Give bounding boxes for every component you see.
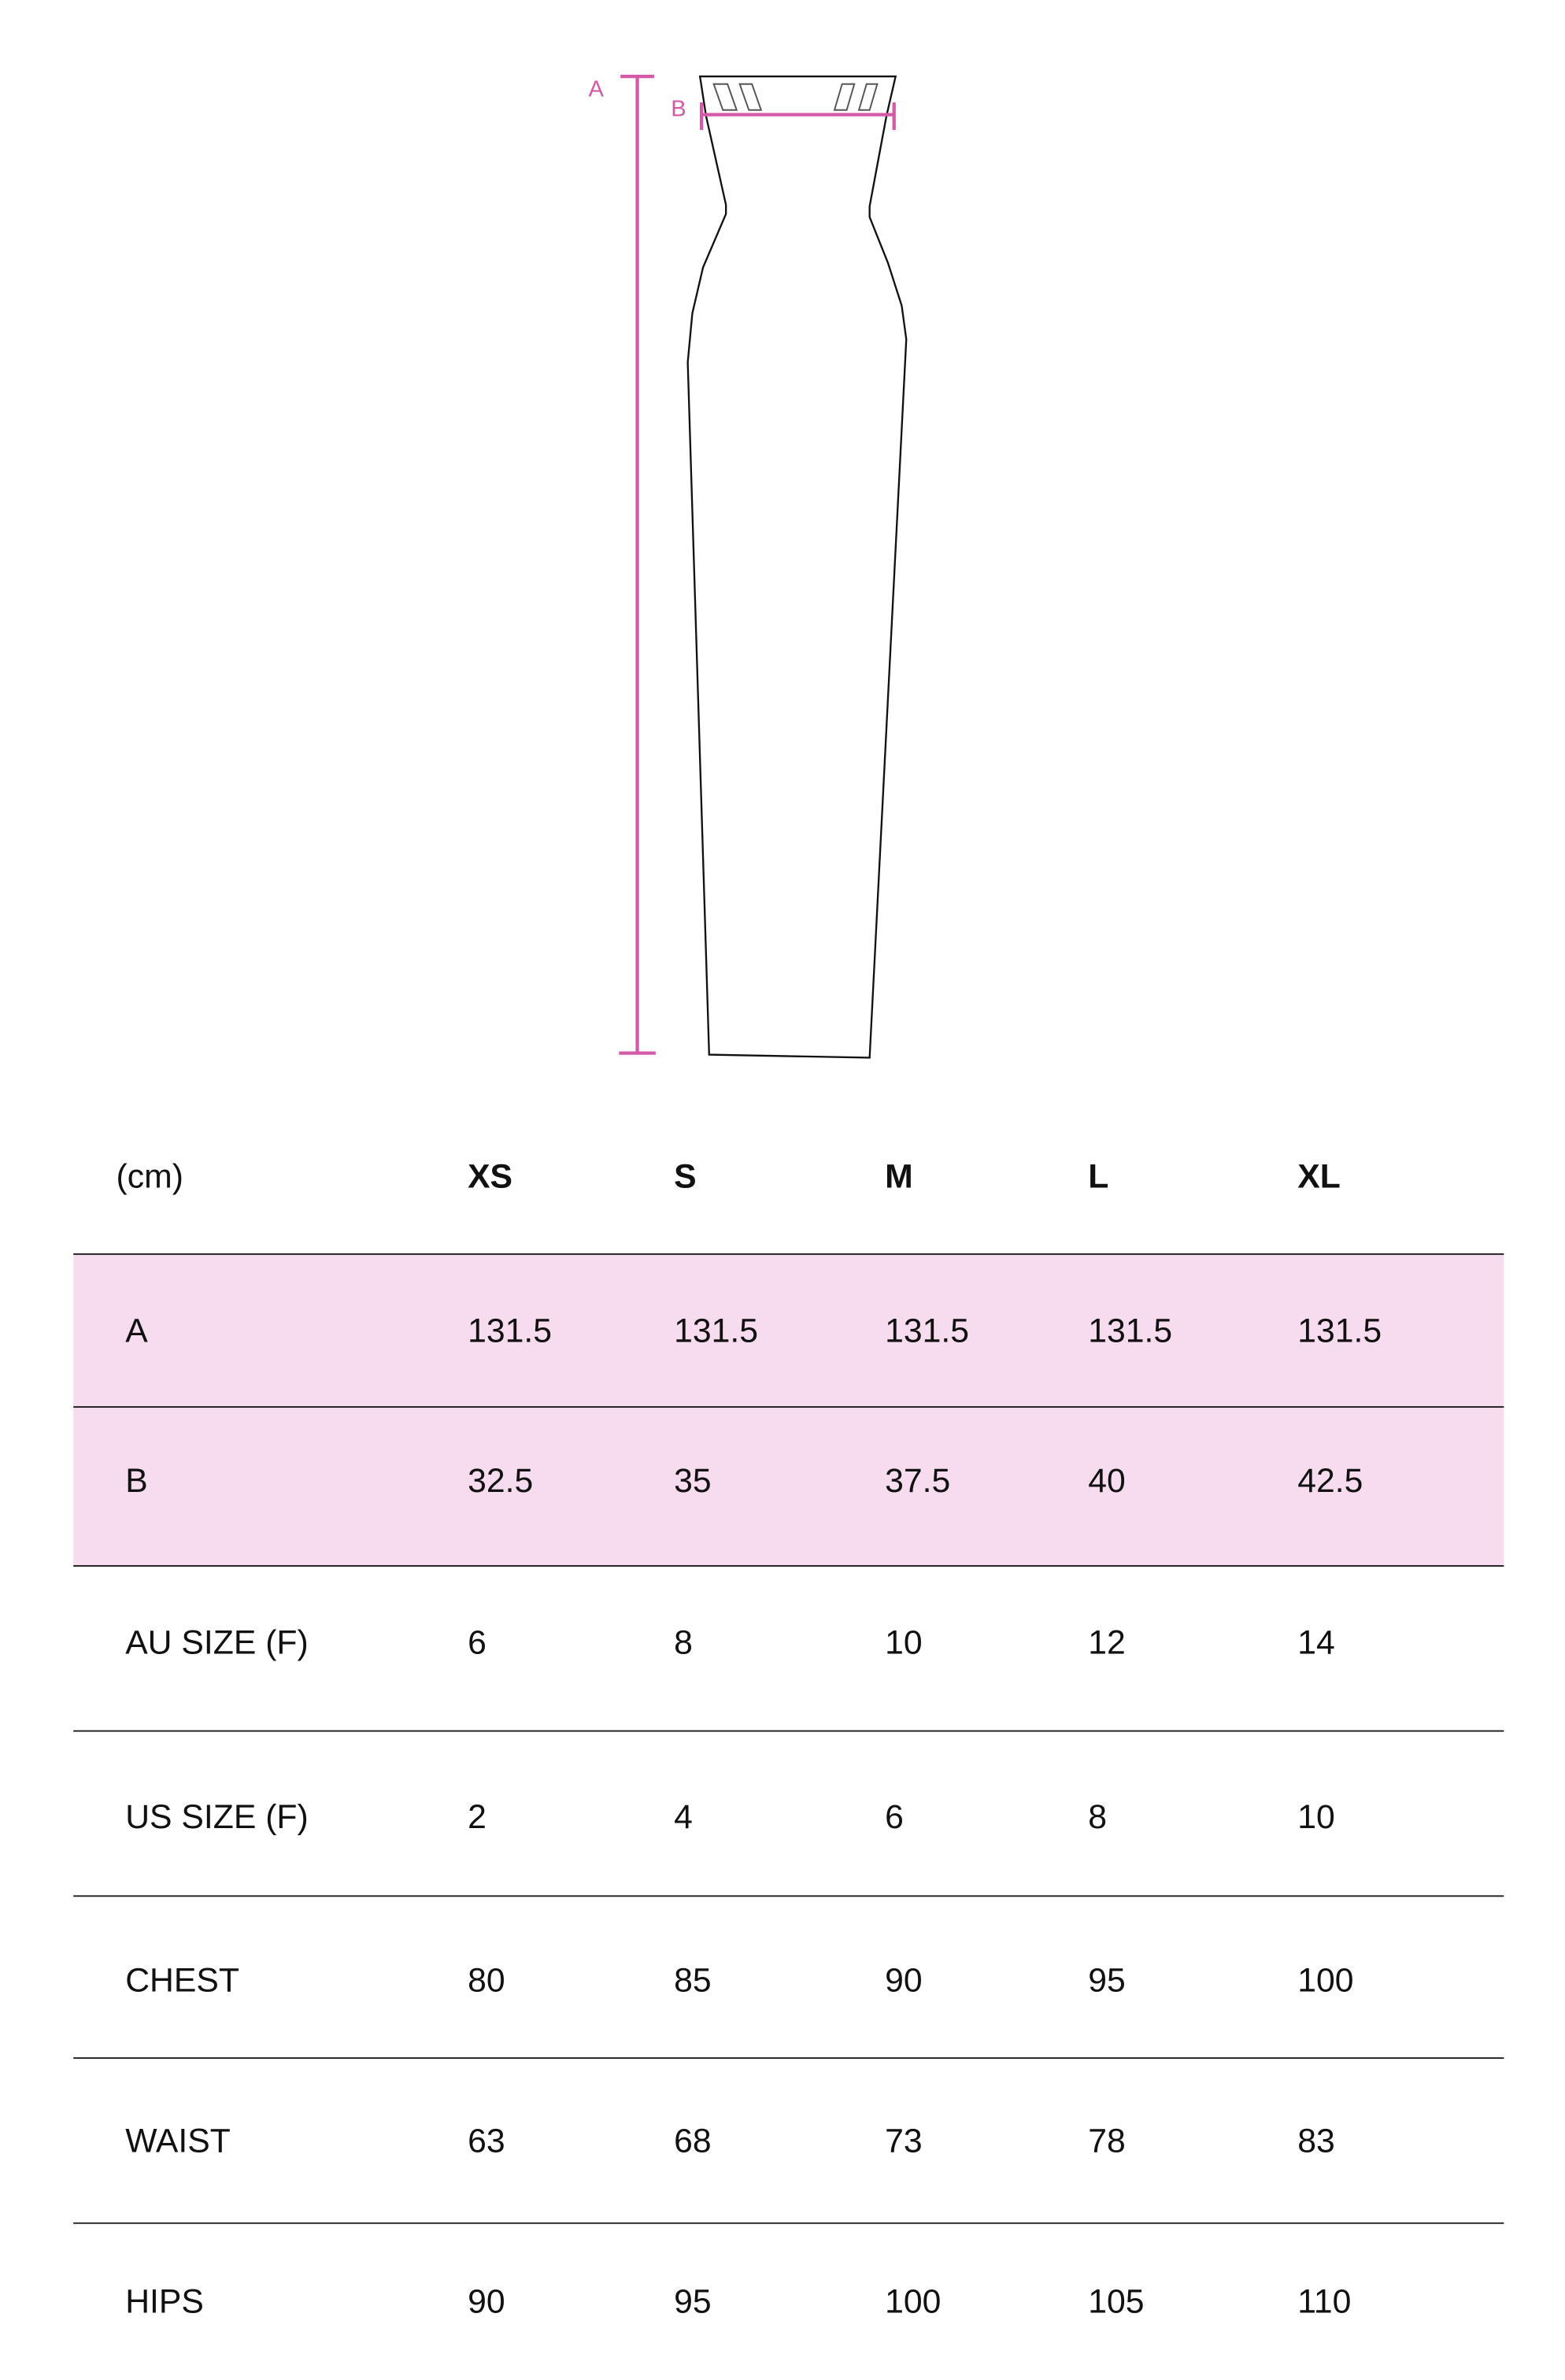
row-value: 131.5 — [885, 1311, 969, 1350]
table-row: US SIZE (F) 2 4 6 8 10 — [73, 1730, 1504, 1897]
row-value: 105 — [1088, 2282, 1145, 2321]
row-value: 95 — [674, 2282, 712, 2321]
size-header-xs: XS — [468, 1157, 513, 1196]
row-label: US SIZE (F) — [125, 1797, 309, 1836]
row-value: 90 — [468, 2282, 505, 2321]
unit-label: (cm) — [116, 1157, 183, 1196]
row-value: 95 — [1088, 1960, 1126, 2000]
dress-outline — [686, 75, 908, 1059]
row-value: 32.5 — [468, 1460, 534, 1500]
row-label: A — [125, 1311, 148, 1350]
measure-b-line — [699, 102, 896, 131]
row-value: 8 — [1088, 1797, 1108, 1836]
row-value: 90 — [885, 1960, 923, 2000]
row-value: 85 — [674, 1960, 712, 2000]
row-value: 12 — [1088, 1623, 1126, 1662]
row-label: CHEST — [125, 1960, 239, 2000]
row-value: 131.5 — [1088, 1311, 1173, 1350]
size-header-l: L — [1088, 1157, 1109, 1196]
row-value: 131.5 — [1297, 1311, 1382, 1350]
row-label: AU SIZE (F) — [125, 1623, 309, 1662]
row-value: 42.5 — [1297, 1460, 1363, 1500]
row-value: 8 — [674, 1623, 693, 1662]
table-row: A 131.5 131.5 131.5 131.5 131.5 — [73, 1253, 1504, 1408]
row-value: 2 — [468, 1797, 487, 1836]
table-row: WAIST 63 68 73 78 83 — [73, 2057, 1504, 2224]
row-value: 14 — [1297, 1623, 1335, 1662]
size-header-m: M — [885, 1157, 913, 1196]
row-value: 4 — [674, 1797, 693, 1836]
row-value: 10 — [885, 1623, 923, 1662]
row-value: 110 — [1297, 2282, 1352, 2321]
row-value: 10 — [1297, 1797, 1335, 1836]
row-value: 37.5 — [885, 1460, 951, 1500]
row-label: B — [125, 1460, 148, 1500]
strap-loops — [712, 83, 879, 111]
measure-a-line — [619, 74, 656, 1055]
row-label: WAIST — [125, 2121, 231, 2160]
table-row: HIPS 90 95 100 105 110 — [73, 2222, 1504, 2380]
row-value: 131.5 — [674, 1311, 759, 1350]
size-header-s: S — [674, 1157, 697, 1196]
measure-a-label: A — [588, 76, 604, 102]
measure-b-label: B — [671, 97, 686, 122]
row-value: 40 — [1088, 1460, 1126, 1500]
row-value: 83 — [1297, 2121, 1335, 2160]
dress-diagram: A B — [588, 74, 908, 1059]
row-value: 6 — [468, 1623, 487, 1662]
row-value: 100 — [1297, 1960, 1354, 2000]
row-value: 68 — [674, 2121, 712, 2160]
row-value: 63 — [468, 2121, 505, 2160]
table-row: CHEST 80 85 90 95 100 — [73, 1895, 1504, 2059]
row-value: 35 — [674, 1460, 712, 1500]
row-value: 100 — [885, 2282, 942, 2321]
row-value: 80 — [468, 1960, 505, 2000]
row-value: 78 — [1088, 2121, 1126, 2160]
table-row: B 32.5 35 37.5 40 42.5 — [73, 1406, 1504, 1567]
row-value: 73 — [885, 2121, 923, 2160]
table-row: AU SIZE (F) 6 8 10 12 14 — [73, 1564, 1504, 1732]
row-label: HIPS — [125, 2282, 204, 2321]
size-header-xl: XL — [1297, 1157, 1341, 1196]
row-value: 131.5 — [468, 1311, 552, 1350]
row-value: 6 — [885, 1797, 904, 1836]
